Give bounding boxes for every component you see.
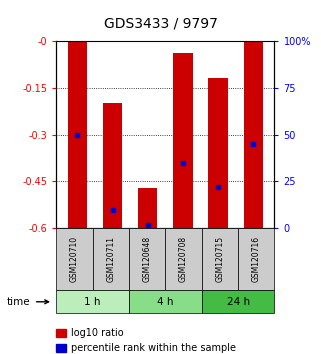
- Text: 4 h: 4 h: [157, 297, 174, 307]
- Bar: [138, 188, 157, 228]
- Text: GSM120648: GSM120648: [143, 236, 152, 282]
- Text: GSM120710: GSM120710: [70, 236, 79, 282]
- Text: 24 h: 24 h: [227, 297, 250, 307]
- Text: GDS3433 / 9797: GDS3433 / 9797: [104, 16, 217, 30]
- Text: GSM120708: GSM120708: [179, 236, 188, 282]
- Text: GSM120715: GSM120715: [215, 236, 224, 282]
- Text: percentile rank within the sample: percentile rank within the sample: [71, 343, 236, 353]
- Bar: [244, 41, 263, 228]
- Text: 1 h: 1 h: [84, 297, 101, 307]
- Text: GSM120711: GSM120711: [106, 236, 115, 282]
- Bar: [103, 103, 122, 228]
- Text: time: time: [6, 297, 30, 307]
- Bar: [68, 41, 87, 228]
- Bar: [208, 78, 228, 228]
- Text: log10 ratio: log10 ratio: [71, 328, 123, 338]
- Bar: [173, 53, 193, 228]
- Text: GSM120716: GSM120716: [252, 236, 261, 282]
